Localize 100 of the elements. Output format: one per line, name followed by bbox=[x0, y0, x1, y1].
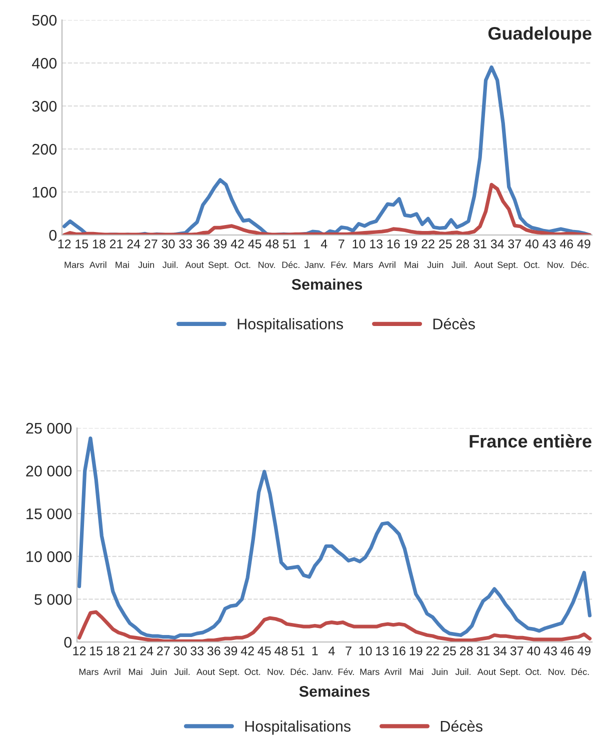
text: Déc. bbox=[290, 668, 308, 676]
text: Juil. bbox=[455, 668, 470, 676]
text: Oct. bbox=[234, 262, 250, 268]
x-tick-label: 16 bbox=[387, 239, 400, 248]
x-tick-label: 24 bbox=[127, 239, 140, 248]
x-tick-label: 43 bbox=[544, 646, 557, 656]
text: Mai bbox=[410, 668, 424, 676]
text: Déc. bbox=[571, 261, 588, 268]
x-tick-label: 31 bbox=[476, 646, 490, 656]
x-tick-label: 49 bbox=[577, 646, 591, 656]
x-tick-label: 4 bbox=[320, 240, 328, 248]
text: Mai bbox=[404, 261, 418, 268]
text: Mars bbox=[79, 668, 98, 676]
text: Aout bbox=[477, 668, 496, 676]
text: Sept. bbox=[498, 262, 518, 270]
x-tick-label: 1 bbox=[304, 240, 310, 248]
x-tick-label: 42 bbox=[240, 646, 254, 656]
y-tick-label: 20 000 bbox=[26, 466, 72, 476]
x-tick-label: 4 bbox=[328, 646, 335, 656]
x-tick-label: 51 bbox=[292, 646, 304, 656]
x-tick-label: 27 bbox=[144, 239, 158, 248]
x-tick-label: 37 bbox=[510, 646, 524, 656]
text: Mai bbox=[128, 668, 142, 676]
y-tick-label: 300 bbox=[32, 100, 57, 112]
x-tick-label: 16 bbox=[393, 646, 406, 656]
x-tick-label: 30 bbox=[174, 646, 187, 656]
x-tick-label: 39 bbox=[224, 646, 238, 656]
x-tick-label: 51 bbox=[283, 240, 296, 248]
line-series bbox=[77, 436, 592, 640]
text: Avril bbox=[89, 261, 106, 268]
x-tick-label: 48 bbox=[265, 239, 279, 248]
x-tick-label: 15 bbox=[76, 240, 88, 248]
x-tick-label: 15 bbox=[90, 646, 103, 656]
text: Juil. bbox=[162, 261, 178, 268]
x-tick-label: 30 bbox=[162, 239, 175, 248]
x-tick-label: 19 bbox=[404, 239, 418, 248]
x-tick-label: 37 bbox=[508, 239, 521, 248]
text: Fév. bbox=[338, 668, 354, 676]
x-tick-label: 18 bbox=[106, 646, 120, 656]
text: Sept. bbox=[208, 262, 228, 270]
text: Fév. bbox=[331, 261, 347, 268]
chart-title: Guadeloupe bbox=[488, 26, 592, 44]
y-tick-label: 0 bbox=[64, 636, 72, 648]
x-tick-label: 18 bbox=[92, 239, 106, 248]
x-tick-label: 33 bbox=[179, 239, 192, 248]
x-tick-label: 19 bbox=[410, 646, 422, 656]
x-tick-label: 1 bbox=[312, 646, 318, 656]
x-tick-label: 48 bbox=[274, 646, 288, 656]
legend-label: Hospitalisations bbox=[238, 318, 344, 332]
text: Mai bbox=[116, 261, 129, 268]
x-tick-label: 21 bbox=[110, 239, 123, 248]
y-tick-label: 25 000 bbox=[26, 422, 72, 434]
x-tick-label: 28 bbox=[456, 239, 470, 248]
x-tick-label: 22 bbox=[426, 646, 439, 656]
text: Sept. bbox=[219, 668, 239, 677]
legend-label: Décès bbox=[433, 318, 475, 330]
x-tick-label: 25 bbox=[443, 646, 456, 656]
text: Janv. bbox=[312, 668, 332, 676]
x-axis-title: Semaines bbox=[299, 686, 370, 697]
y-tick-label: 0 bbox=[49, 230, 57, 241]
text: Juin bbox=[432, 668, 448, 676]
text: Aout bbox=[196, 668, 215, 676]
x-tick-label: 22 bbox=[422, 239, 434, 248]
text: Nov. bbox=[268, 668, 284, 676]
x-tick-label: 45 bbox=[258, 646, 271, 656]
x-tick-label: 10 bbox=[359, 646, 372, 656]
x-tick-label: 10 bbox=[352, 239, 366, 248]
x-tick-label: 34 bbox=[494, 646, 507, 656]
x-tick-label: 24 bbox=[140, 646, 154, 656]
y-tick-label: 15 000 bbox=[26, 508, 72, 520]
x-tick-label: 46 bbox=[560, 239, 573, 248]
x-tick-label: 33 bbox=[190, 646, 204, 656]
x-tick-label: 42 bbox=[230, 239, 244, 248]
x-tick-label: 40 bbox=[525, 239, 538, 248]
y-tick-label: 100 bbox=[32, 186, 57, 198]
x-tick-label: 21 bbox=[123, 646, 136, 656]
x-tick-label: 25 bbox=[439, 239, 452, 248]
text: Mars bbox=[360, 668, 380, 676]
legend-label: Décès bbox=[440, 720, 482, 732]
text: Nov. bbox=[548, 668, 566, 676]
text: Juin bbox=[150, 668, 167, 676]
text: Juin bbox=[138, 261, 154, 268]
text: Oct. bbox=[524, 262, 540, 268]
y-tick-label: 10 000 bbox=[26, 551, 72, 562]
x-tick-label: 46 bbox=[560, 646, 574, 656]
text: Juin bbox=[427, 261, 444, 268]
x-tick-label: 7 bbox=[338, 240, 344, 248]
y-tick-label: 400 bbox=[32, 58, 57, 69]
x-tick-label: 12 bbox=[73, 646, 86, 656]
text: Avril bbox=[384, 668, 402, 675]
text: Nov. bbox=[548, 262, 564, 268]
x-tick-label: 13 bbox=[376, 646, 389, 656]
x-tick-label: 13 bbox=[370, 239, 382, 248]
text: Mars bbox=[64, 262, 84, 268]
text: Avril bbox=[378, 261, 396, 268]
legend-label: Hospitalisations bbox=[245, 720, 351, 735]
text: Sept. bbox=[500, 668, 520, 677]
text: Aout bbox=[474, 262, 493, 268]
y-tick-label: 5 000 bbox=[34, 594, 72, 605]
text: Oct. bbox=[244, 668, 260, 676]
